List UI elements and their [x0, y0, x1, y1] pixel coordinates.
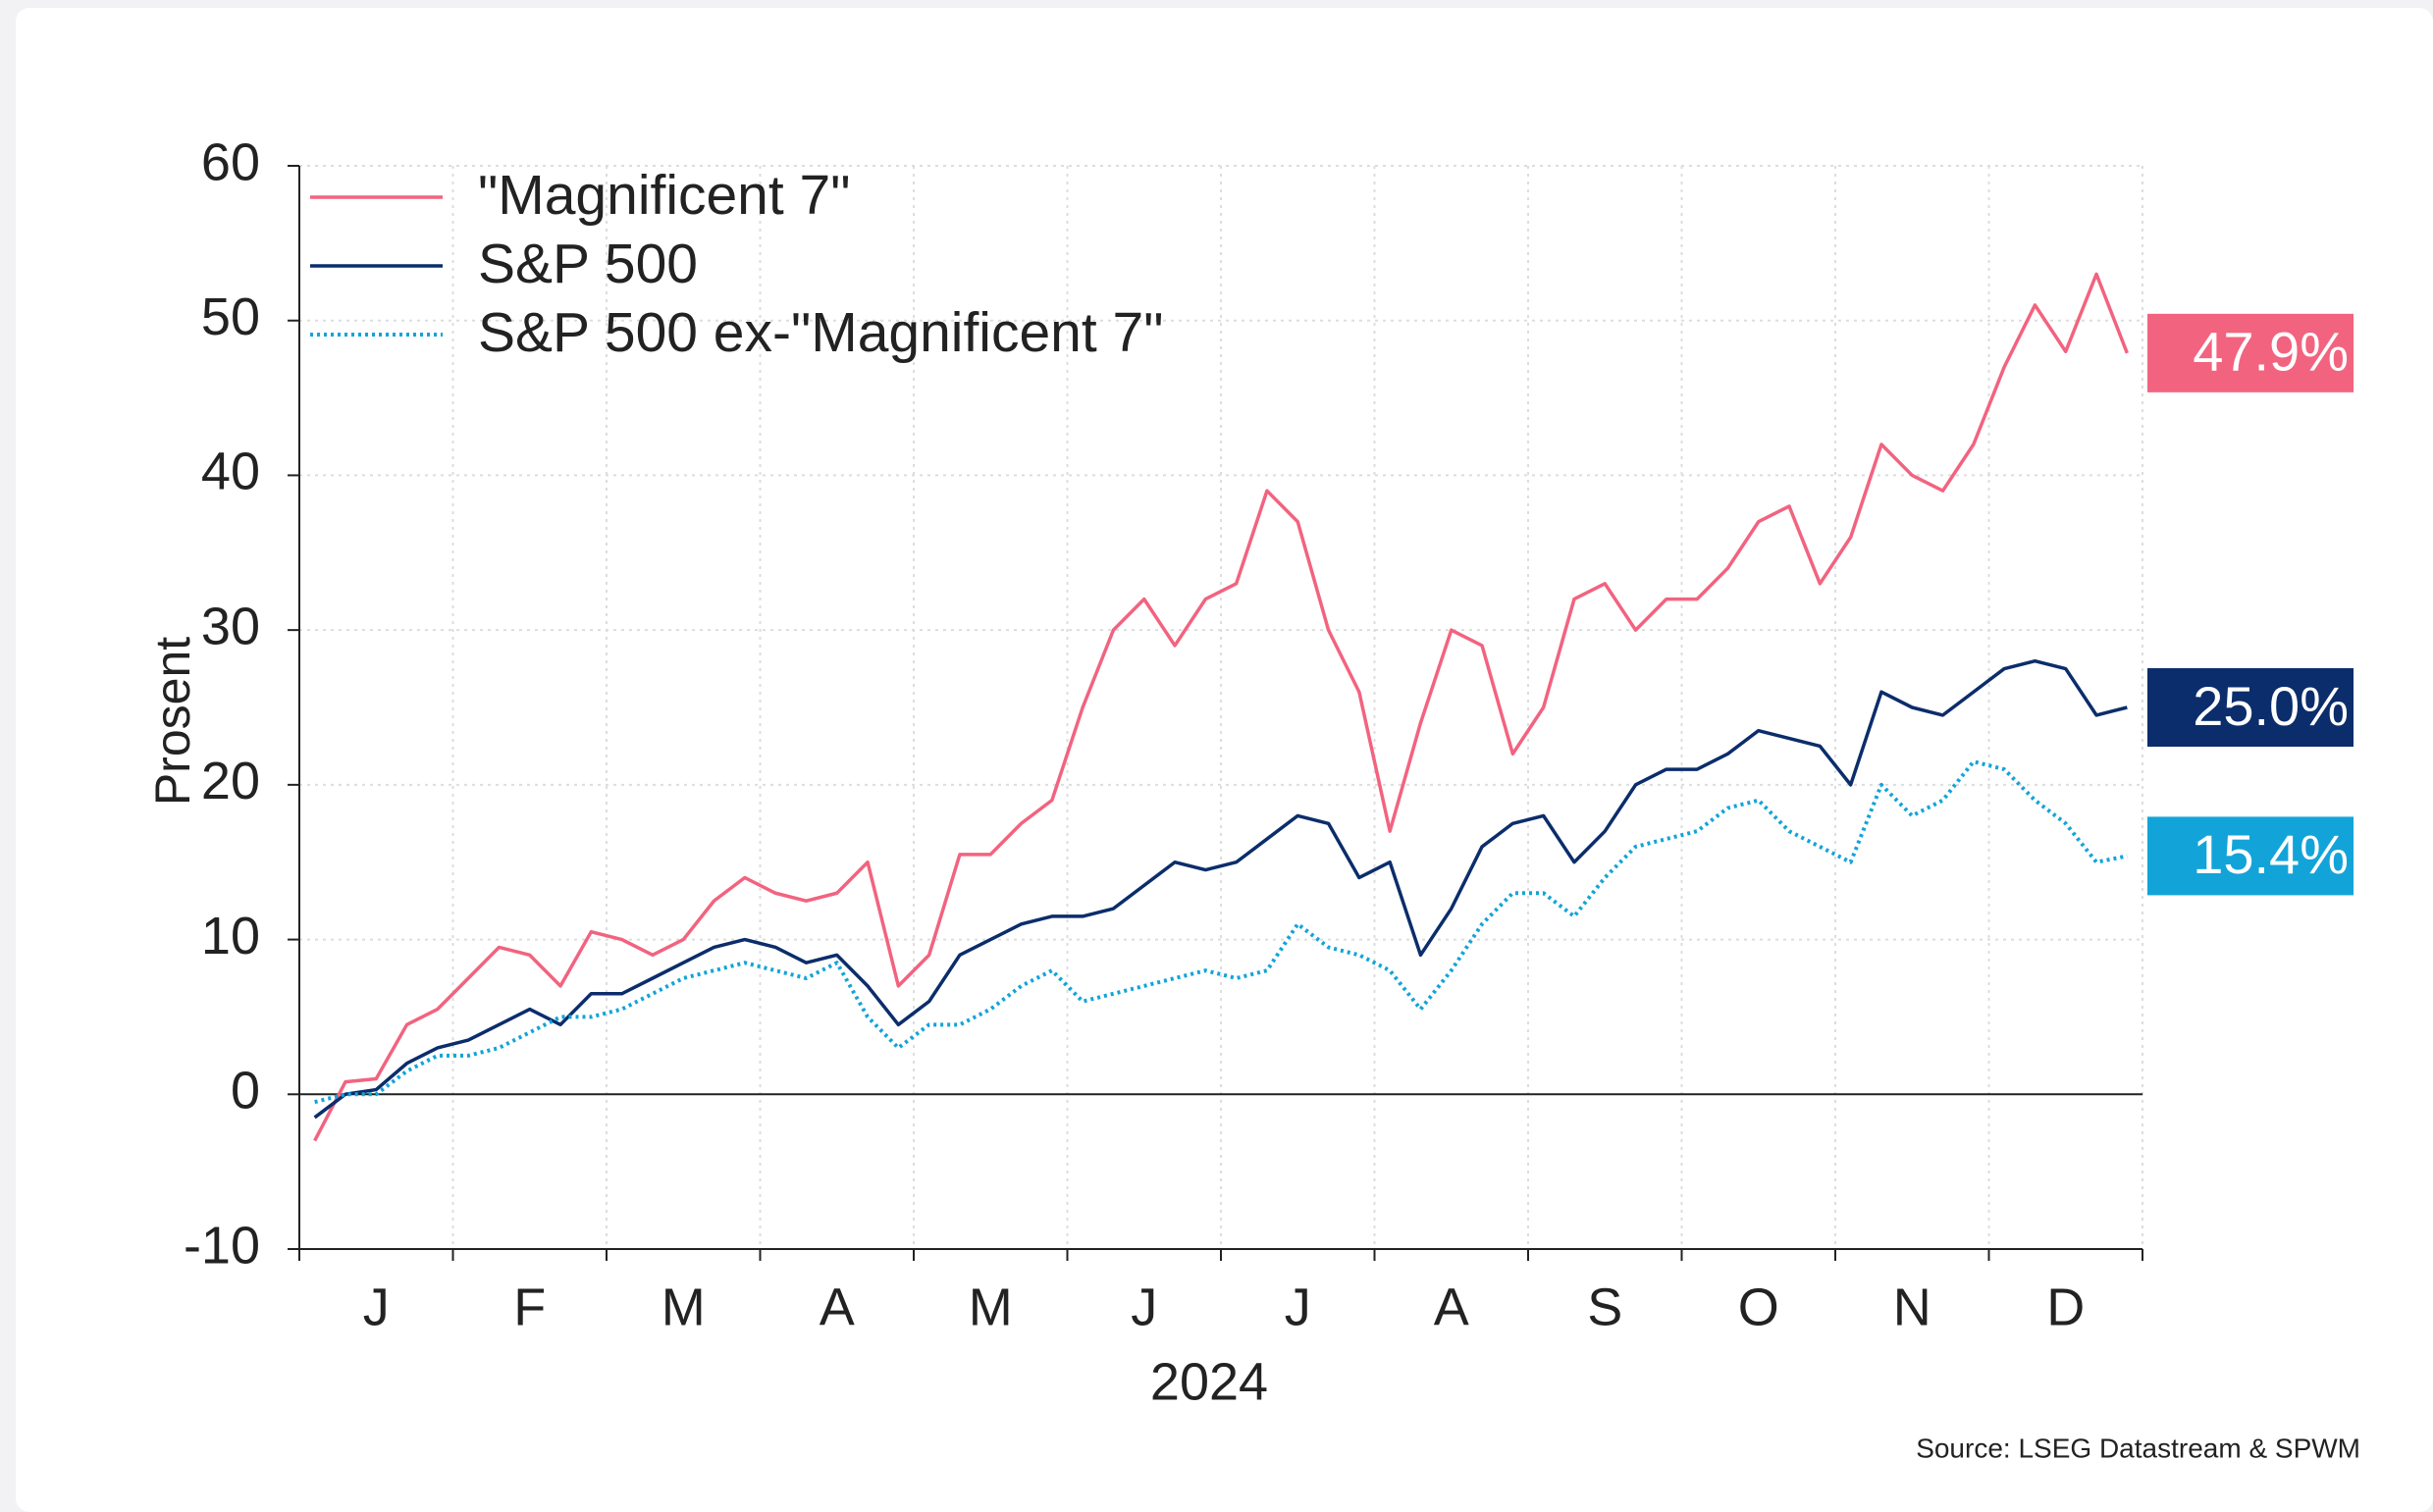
- end-label: 47.9%: [2193, 321, 2349, 383]
- x-tick-label: N: [1893, 1277, 1931, 1336]
- y-tick-label: 60: [201, 132, 260, 191]
- y-tick-label: 0: [231, 1062, 260, 1121]
- y-tick-label: 50: [201, 287, 260, 346]
- y-tick-label: -10: [184, 1216, 260, 1275]
- legend-label: S&P 500 ex-"Magnificent 7": [478, 301, 1163, 364]
- end-label-box: [2147, 668, 2354, 747]
- x-tick-label: A: [820, 1277, 855, 1336]
- series-line: [313, 658, 2128, 1120]
- series-line: [313, 272, 2129, 1142]
- legend-label: S&P 500: [478, 233, 698, 295]
- x-tick-label: M: [969, 1277, 1013, 1336]
- card: [16, 8, 2433, 1512]
- y-tick-label: 40: [201, 443, 260, 501]
- source: Source: LSEG Datastream & SPWM: [1916, 1433, 2360, 1463]
- x-tick-label: M: [661, 1277, 706, 1336]
- x-tick-label: S: [1587, 1277, 1622, 1336]
- x-tick-label: J: [1131, 1277, 1157, 1336]
- end-label-box: [2147, 816, 2354, 896]
- legend-label: "Magnificent 7": [478, 164, 851, 227]
- end-label: 25.0%: [2193, 675, 2349, 737]
- x-tick-label: O: [1738, 1277, 1779, 1336]
- x-tick-label: A: [1434, 1277, 1469, 1336]
- x-tick-label: J: [1285, 1277, 1311, 1336]
- x-tick-label: J: [363, 1277, 390, 1336]
- x-axis-label: 2024: [1150, 1352, 1268, 1411]
- end-label: 15.4%: [2193, 823, 2349, 885]
- y-tick-label: 10: [201, 907, 260, 965]
- y-tick-label: 20: [201, 752, 260, 810]
- end-label-box: [2147, 313, 2354, 392]
- y-axis-label: Prosent: [145, 637, 200, 806]
- series-line: [314, 759, 2128, 1105]
- x-tick-label: F: [513, 1277, 546, 1336]
- y-tick-label: 30: [201, 597, 260, 655]
- x-tick-label: D: [2046, 1277, 2085, 1336]
